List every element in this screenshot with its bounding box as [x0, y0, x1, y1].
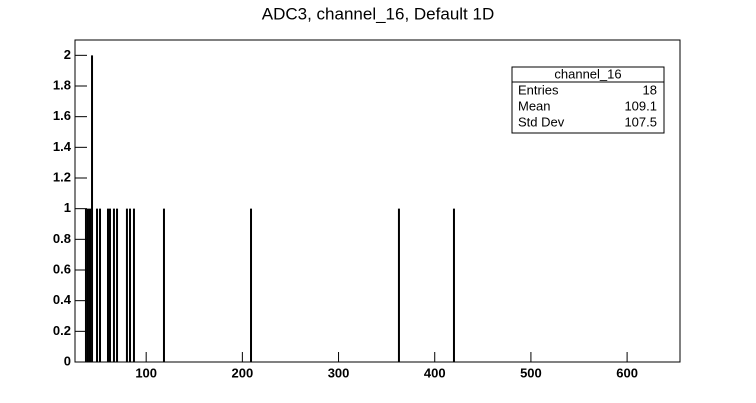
stats-value: 109.1 [624, 98, 657, 113]
y-tick-label: 0.6 [53, 261, 71, 276]
y-tick-label: 0.4 [53, 292, 72, 307]
stats-title: channel_16 [554, 66, 621, 81]
y-tick-label: 0 [64, 353, 71, 368]
y-tick-label: 2 [64, 47, 71, 62]
stats-value: 18 [643, 82, 657, 97]
stats-frame [511, 66, 665, 134]
x-tick-label: 100 [135, 365, 157, 380]
stats-label: Std Dev [518, 114, 565, 129]
y-tick-label: 1 [64, 200, 71, 215]
stats-value: 107.5 [624, 114, 657, 129]
x-tick-label: 600 [616, 365, 638, 380]
x-tick-label: 200 [232, 365, 254, 380]
y-tick-label: 1.6 [53, 108, 71, 123]
x-tick-label: 400 [424, 365, 446, 380]
stats-box: channel_16 Entries 18 Mean 109.1 Std Dev… [511, 66, 665, 134]
y-tick-label: 0.2 [53, 323, 71, 338]
y-tick-label: 1.2 [53, 169, 71, 184]
stats-label: Entries [518, 82, 559, 97]
plot-frame [74, 39, 681, 363]
x-tick-label: 300 [328, 365, 350, 380]
y-tick-label: 0.8 [53, 231, 71, 246]
y-tick-label: 1.8 [53, 77, 71, 92]
stats-label: Mean [518, 98, 551, 113]
y-tick-label: 1.4 [53, 139, 72, 154]
chart-title: ADC3, channel_16, Default 1D [262, 4, 494, 23]
x-tick-label: 500 [520, 365, 542, 380]
